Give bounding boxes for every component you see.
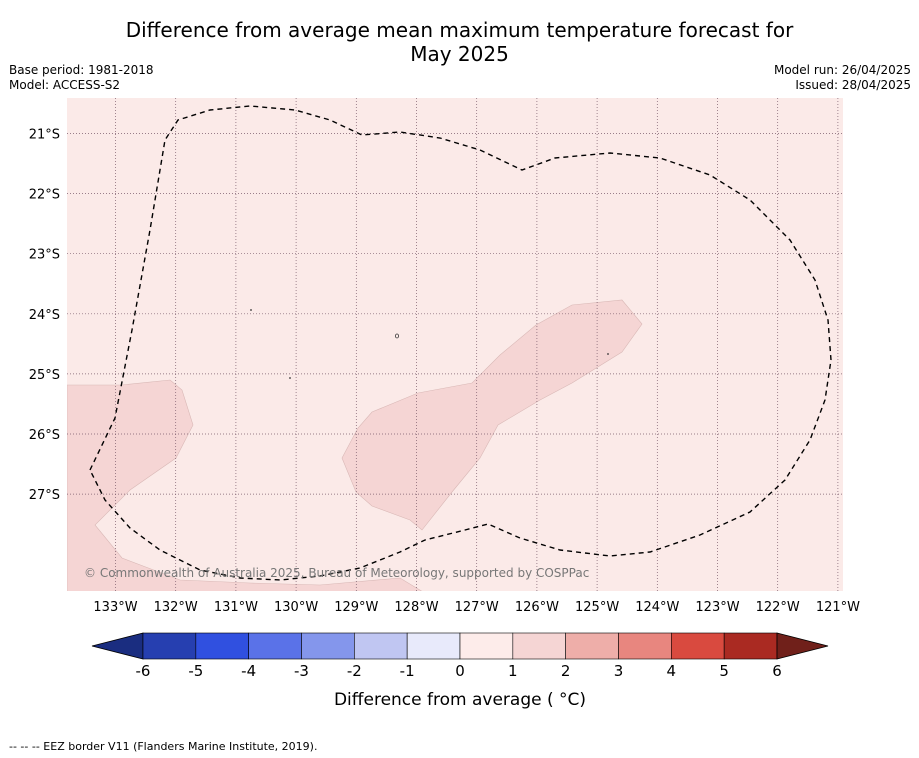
meta-left: Base period: 1981-2018 Model: ACCESS-S2 bbox=[9, 63, 154, 93]
colorbar-under-arrow bbox=[91, 632, 144, 660]
longitude-label: 127°W bbox=[455, 600, 499, 615]
map-area bbox=[67, 98, 843, 591]
colorbar-tick-label: -2 bbox=[347, 662, 362, 680]
longitude-label: 125°W bbox=[575, 600, 619, 615]
longitude-label: 132°W bbox=[154, 600, 198, 615]
colorbar-tick-label: -1 bbox=[400, 662, 415, 680]
longitude-label: 130°W bbox=[274, 600, 318, 615]
colorbar-tick-label: -6 bbox=[136, 662, 151, 680]
latitude-label: 27°S bbox=[29, 488, 60, 503]
longitude-label: 123°W bbox=[695, 600, 739, 615]
longitude-label: 122°W bbox=[756, 600, 800, 615]
colorbar-swatch bbox=[565, 632, 619, 660]
colorbar-tick-label: -3 bbox=[294, 662, 309, 680]
title-line-1: Difference from average mean maximum tem… bbox=[125, 18, 794, 42]
island-marker bbox=[394, 333, 399, 339]
colorbar-swatch bbox=[195, 632, 249, 660]
colorbar-swatch bbox=[142, 632, 197, 660]
longitude-label: 133°W bbox=[93, 600, 137, 615]
base-period-text: Base period: 1981-2018 bbox=[9, 63, 154, 77]
longitude-label: 131°W bbox=[214, 600, 258, 615]
longitude-label: 128°W bbox=[394, 600, 438, 615]
longitude-label: 121°W bbox=[816, 600, 860, 615]
eez-legend-footnote: -- -- -- EEZ border V11 (Flanders Marine… bbox=[9, 740, 318, 753]
model-text: Model: ACCESS-S2 bbox=[9, 78, 121, 92]
colorbar-swatch bbox=[671, 632, 725, 660]
latitude-label: 22°S bbox=[29, 188, 60, 203]
colorbar-swatch bbox=[248, 632, 302, 660]
colorbar-tick-label: 4 bbox=[667, 662, 677, 680]
latitude-label: 25°S bbox=[29, 368, 60, 383]
colorbar-tick-label: 0 bbox=[455, 662, 465, 680]
colorbar-tick-labels: -6 -5 -4 -3 -2 -1 0 1 2 3 4 5 6 bbox=[136, 662, 782, 680]
colorbar-swatch bbox=[723, 632, 778, 660]
anomaly-patch-west bbox=[67, 379, 422, 591]
latitude-label: 23°S bbox=[29, 248, 60, 263]
colorbar-tick-label: 6 bbox=[772, 662, 782, 680]
copyright-text: © Commonwealth of Australia 2025, Bureau… bbox=[84, 566, 589, 580]
colorbar-swatch bbox=[512, 632, 566, 660]
longitude-label: 129°W bbox=[334, 600, 378, 615]
colorbar-tick-label: 5 bbox=[719, 662, 729, 680]
island-marker bbox=[607, 353, 609, 355]
anomaly-patch-central bbox=[341, 299, 643, 531]
model-run-text: Model run: 26/04/2025 bbox=[773, 63, 911, 77]
island-marker bbox=[250, 309, 252, 311]
anomaly-patches bbox=[67, 299, 643, 591]
colorbar-swatch bbox=[406, 632, 461, 660]
island-marker bbox=[289, 377, 291, 379]
latitude-label: 26°S bbox=[29, 428, 60, 443]
latitude-labels: 21°S 22°S 23°S 24°S 25°S 26°S 27°S bbox=[29, 128, 60, 504]
colorbar-tick-label: 3 bbox=[614, 662, 624, 680]
longitude-labels: 133°W 132°W 131°W 130°W 129°W 128°W 127°W 126°W… bbox=[93, 600, 860, 615]
colorbar-tick-label: 2 bbox=[561, 662, 571, 680]
colorbar-tick-label: 1 bbox=[508, 662, 518, 680]
chart-title: Difference from average mean maximum tem… bbox=[0, 18, 919, 66]
colorbar-label: Difference from average ( °C) bbox=[334, 690, 586, 710]
latitude-label: 24°S bbox=[29, 308, 60, 323]
meta-right: Model run: 26/04/2025 Issued: 28/04/2025 bbox=[774, 63, 911, 93]
longitude-label: 126°W bbox=[515, 600, 559, 615]
colorbar-swatch bbox=[354, 632, 408, 660]
colorbar bbox=[91, 632, 829, 660]
island-markers bbox=[250, 309, 609, 379]
colorbar-swatch bbox=[301, 632, 355, 660]
issued-text: Issued: 28/04/2025 bbox=[795, 78, 911, 92]
longitude-label: 124°W bbox=[635, 600, 679, 615]
colorbar-over-arrow bbox=[776, 632, 829, 660]
colorbar-tick-label: -5 bbox=[188, 662, 203, 680]
graticule bbox=[67, 98, 843, 591]
latitude-label: 21°S bbox=[29, 128, 60, 143]
colorbar-swatch bbox=[459, 632, 514, 660]
title-line-2: May 2025 bbox=[410, 42, 509, 66]
eez-border bbox=[89, 105, 832, 581]
colorbar-swatch bbox=[618, 632, 672, 660]
colorbar-tick-label: -4 bbox=[241, 662, 256, 680]
